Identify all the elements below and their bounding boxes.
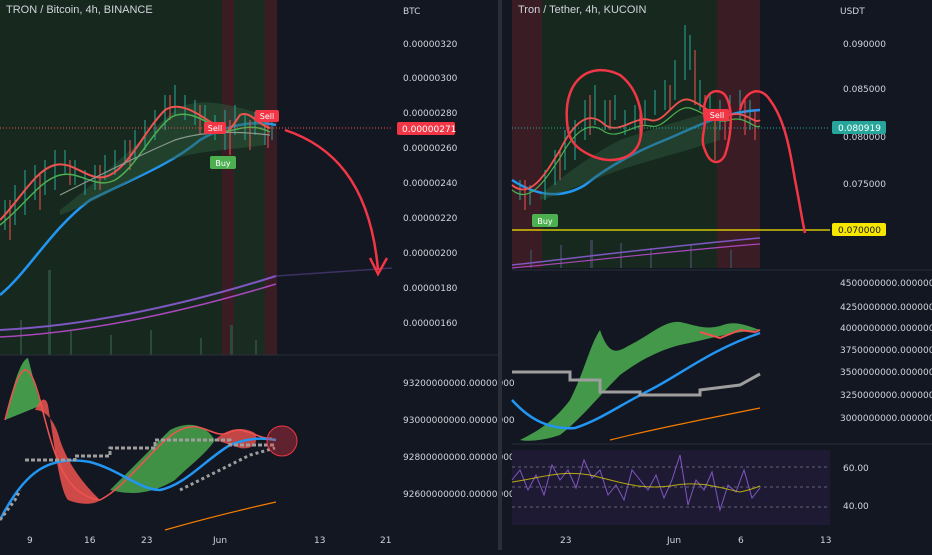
left-bull-zone-2	[234, 0, 265, 355]
left-signal-buy: Buy	[210, 156, 236, 169]
svg-text:0.00000260: 0.00000260	[403, 144, 458, 154]
left-highlight-circle	[266, 425, 298, 457]
svg-text:Jun: Jun	[212, 536, 227, 546]
right-time-axis[interactable]: 23 Jun 6 13	[560, 536, 831, 546]
right-indicator-scale[interactable]: 4500000000.000000 4250000000.000000 4000…	[840, 279, 932, 424]
svg-text:0.00000320: 0.00000320	[403, 40, 458, 50]
svg-text:Sell: Sell	[260, 112, 274, 121]
svg-text:9: 9	[27, 536, 33, 546]
right-chart-title: Tron / Tether, 4h, KUCOIN	[518, 4, 647, 16]
left-bear-zone-1	[222, 0, 234, 355]
svg-text:0.00000160: 0.00000160	[403, 319, 458, 329]
svg-text:3000000000.000000: 3000000000.000000	[840, 414, 932, 424]
right-bull-zone	[542, 0, 717, 268]
right-rsi-scale[interactable]: 60.00 40.00	[843, 464, 869, 512]
right-signal-buy: Buy	[532, 214, 558, 227]
right-current-price-tag	[832, 121, 886, 134]
left-indicator-scale[interactable]: 93200000000.00000000 93000000000.0000000…	[403, 379, 515, 500]
svg-text:0.00000180: 0.00000180	[403, 284, 458, 294]
left-arrow-head	[368, 257, 389, 277]
svg-text:21: 21	[380, 536, 391, 546]
svg-text:40.00: 40.00	[843, 502, 869, 512]
svg-text:60.00: 60.00	[843, 464, 869, 474]
left-indicator-pane[interactable]	[0, 358, 298, 531]
left-current-price-tag	[397, 122, 455, 135]
right-target-price-tag	[832, 223, 886, 236]
left-price-pane[interactable]: Sell Buy Sell	[0, 0, 393, 355]
right-projection-curve	[738, 90, 807, 234]
left-ma-red	[0, 105, 271, 221]
svg-text:6: 6	[738, 536, 744, 546]
svg-text:0.00000200: 0.00000200	[403, 249, 458, 259]
right-annotation-shoulder	[701, 89, 733, 164]
svg-text:0.00000220: 0.00000220	[403, 214, 458, 224]
svg-text:3500000000.000000: 3500000000.000000	[840, 368, 932, 378]
svg-text:4500000000.000000: 4500000000.000000	[840, 279, 932, 289]
svg-text:16: 16	[84, 536, 96, 546]
right-price-scale[interactable]: USDT 0.090000 0.085000 0.080000 0.075000…	[832, 7, 886, 236]
svg-text:Sell: Sell	[208, 124, 222, 133]
left-bear-zone-2	[265, 0, 277, 355]
svg-text:3250000000.000000: 3250000000.000000	[840, 391, 932, 401]
svg-text:0.090000: 0.090000	[843, 40, 886, 50]
svg-text:4250000000.000000: 4250000000.000000	[840, 303, 932, 313]
left-signal-sell-1: Sell	[204, 122, 226, 134]
svg-text:0.070000: 0.070000	[838, 226, 881, 236]
svg-text:13: 13	[820, 536, 831, 546]
svg-text:0.00000271: 0.00000271	[402, 125, 456, 135]
svg-text:0.00000280: 0.00000280	[403, 109, 458, 119]
svg-text:4000000000.000000: 4000000000.000000	[840, 324, 932, 334]
svg-text:92600000000.00000000: 92600000000.00000000	[403, 490, 515, 500]
svg-text:13: 13	[314, 536, 325, 546]
svg-text:0.075000: 0.075000	[843, 180, 886, 190]
right-volume-bars	[530, 240, 732, 268]
svg-text:23: 23	[560, 536, 571, 546]
svg-text:0.080000: 0.080000	[843, 133, 886, 143]
right-signal-sell: Sell	[705, 109, 729, 121]
right-bear-zone-1	[512, 0, 542, 268]
left-price-scale[interactable]: BTC 0.00000320 0.00000300 0.00000280 0.0…	[397, 7, 458, 329]
left-time-axis[interactable]: 9 16 23 Jun 13 21	[27, 536, 391, 546]
svg-text:USDT: USDT	[840, 7, 865, 17]
rsi-band	[512, 450, 830, 525]
svg-text:93000000000.00000000: 93000000000.00000000	[403, 416, 515, 426]
left-volume-bars	[20, 270, 257, 355]
svg-text:0.00000300: 0.00000300	[403, 74, 458, 84]
left-ma-purple-2	[0, 283, 277, 338]
right-indicator-blue	[511, 331, 761, 430]
svg-text:92800000000.00000000: 92800000000.00000000	[403, 453, 515, 463]
svg-text:0.00000240: 0.00000240	[403, 179, 458, 189]
left-signal-sell-2: Sell	[255, 110, 279, 122]
right-rsi-pane[interactable]	[511, 450, 830, 525]
svg-text:Sell: Sell	[710, 111, 724, 120]
right-indicator-pane[interactable]	[511, 321, 761, 441]
svg-text:0.080919: 0.080919	[838, 124, 881, 134]
left-chart-title: TRON / Bitcoin, 4h, BINANCE	[6, 4, 153, 16]
svg-text:93200000000.00000000: 93200000000.00000000	[403, 379, 515, 389]
right-bear-zone-2	[717, 0, 760, 268]
svg-text:Buy: Buy	[537, 217, 553, 226]
rsi-line	[511, 454, 761, 512]
svg-text:Jun: Jun	[666, 536, 681, 546]
right-annotation-head	[565, 69, 644, 162]
left-projection-arrow	[284, 128, 380, 271]
left-indicator-blue	[0, 437, 277, 521]
right-price-pane[interactable]: Buy Sell	[511, 0, 830, 269]
left-currency-label: BTC	[403, 7, 420, 17]
svg-text:3750000000.000000: 3750000000.000000	[840, 346, 932, 356]
svg-text:Buy: Buy	[215, 159, 231, 168]
svg-text:23: 23	[141, 536, 152, 546]
left-ma-purple-1	[0, 275, 277, 331]
svg-text:0.085000: 0.085000	[843, 85, 886, 95]
